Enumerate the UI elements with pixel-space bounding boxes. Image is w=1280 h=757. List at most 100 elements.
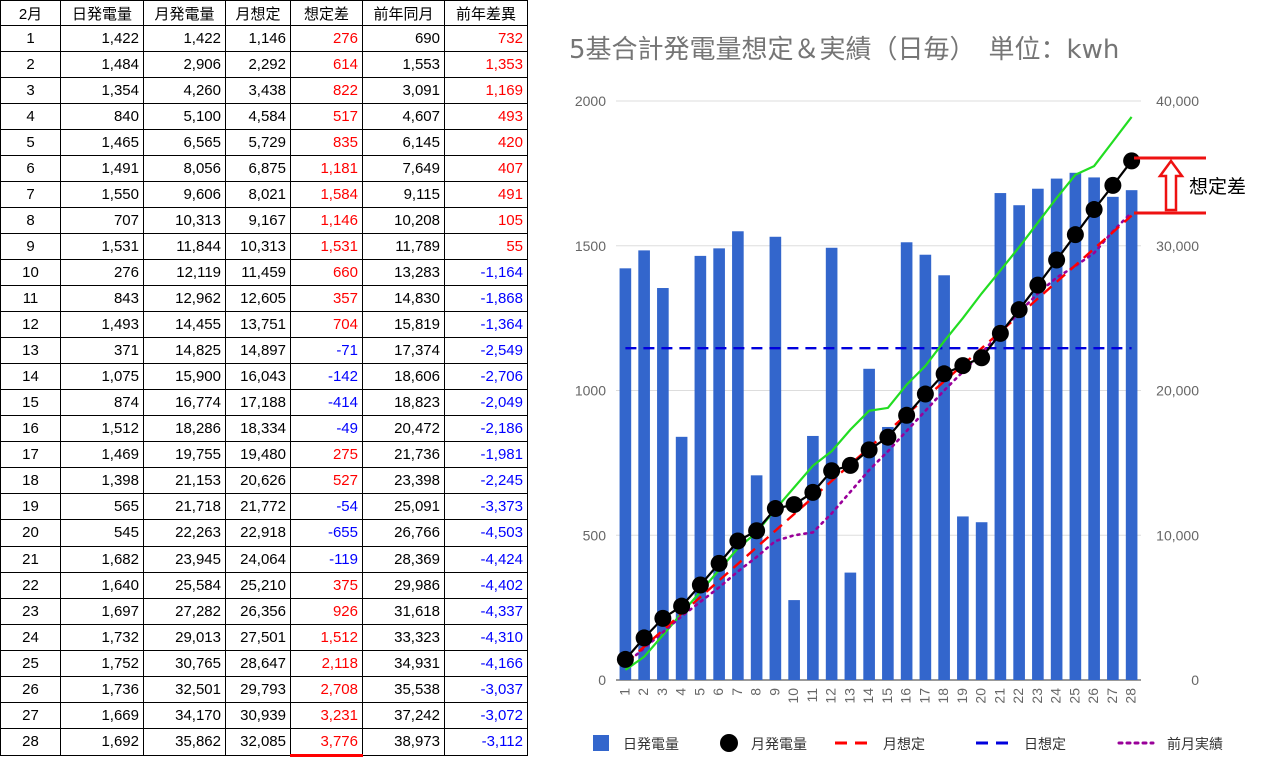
table-cell: 4,607 — [362, 103, 445, 131]
table-cell: 517 — [290, 103, 363, 131]
table-cell: 5,100 — [143, 103, 226, 131]
table-row: 6 1,491 8,056 6,875 1,181 7,649 407 — [0, 155, 528, 183]
table-cell: 1,146 — [290, 207, 363, 235]
bar — [863, 368, 875, 680]
table-cell: 5 — [0, 129, 61, 157]
y-left-tick: 500 — [583, 527, 607, 543]
table-cell: 17,188 — [225, 389, 291, 417]
chart-title: 5基合計発電量想定＆実績（日毎） 単位：kwh — [569, 35, 1119, 65]
table-cell: 407 — [444, 155, 528, 183]
bar — [750, 475, 763, 680]
table-cell: 4 — [0, 103, 61, 131]
x-tick: 13 — [841, 688, 857, 704]
series-point — [673, 597, 691, 615]
table-cell: 21,153 — [143, 467, 226, 495]
x-tick: 5 — [691, 688, 707, 696]
table-cell: 835 — [290, 129, 363, 157]
table-cell: 3,231 — [290, 701, 363, 729]
x-tick: 8 — [748, 688, 764, 696]
bar — [1088, 177, 1100, 681]
table-cell: 1,531 — [290, 233, 363, 261]
y-right-tick: 30,000 — [1156, 238, 1199, 254]
table-cell: -142 — [290, 363, 363, 391]
table-cell: 491 — [444, 181, 528, 209]
table-cell: 732 — [444, 25, 528, 53]
table-cell: 16 — [0, 415, 61, 443]
table-row: 21 1,682 23,945 24,064 -119 28,369 -4,424 — [0, 545, 528, 573]
table-cell: 10,313 — [225, 233, 291, 261]
table-row: 25 1,752 30,765 28,647 2,118 34,931 -4,166 — [0, 649, 528, 677]
table-cell: 20,626 — [225, 467, 291, 495]
series-point — [1104, 176, 1122, 194]
table-cell: -54 — [290, 493, 363, 521]
table-cell: 9,606 — [143, 181, 226, 209]
table-cell: -1,981 — [444, 441, 528, 469]
data-table: 2月 日発電量 月発電量 月想定 想定差 前年同月 前年差異 1 1,422 1,422 1,14… — [0, 0, 528, 757]
x-tick: 15 — [879, 688, 895, 704]
table-cell: 1,531 — [60, 233, 144, 261]
table-cell: 843 — [60, 285, 144, 313]
bar — [1032, 188, 1044, 680]
table-cell: 25,091 — [362, 493, 445, 521]
table-cell: -3,112 — [444, 727, 528, 757]
table-cell: -3,373 — [444, 493, 528, 521]
series-point — [1010, 301, 1028, 319]
table-cell: -655 — [290, 519, 363, 547]
bar — [675, 436, 688, 680]
bar — [938, 275, 950, 680]
table-row: 2 1,484 2,906 2,292 614 1,553 1,353 — [0, 51, 528, 79]
table-cell: 8,021 — [225, 181, 291, 209]
table-cell: 1,697 — [60, 597, 144, 625]
table-cell: 375 — [290, 571, 363, 599]
table-cell: 23,945 — [143, 545, 226, 573]
table-row: 4 840 5,100 4,584 517 4,607 493 — [0, 103, 528, 131]
bar — [619, 268, 632, 680]
table-cell: 357 — [290, 285, 363, 313]
table-cell: 15 — [0, 389, 61, 417]
series-point — [785, 496, 803, 514]
table-row: 20 545 22,263 22,918 -655 26,766 -4,503 — [0, 519, 528, 547]
table-cell: 13,283 — [362, 259, 445, 287]
x-tick: 11 — [804, 688, 820, 703]
table-cell: 24,064 — [225, 545, 291, 573]
table-cell: 22,918 — [225, 519, 291, 547]
x-tick: 16 — [898, 688, 914, 704]
table-cell: 7,649 — [362, 155, 445, 183]
table-cell: 527 — [290, 467, 363, 495]
table-cell: -1,164 — [444, 259, 528, 287]
table-row: 5 1,465 6,565 5,729 835 6,145 420 — [0, 129, 528, 157]
table-cell: 840 — [60, 103, 144, 131]
series-line — [624, 211, 1133, 666]
table-cell: 1,732 — [60, 623, 144, 651]
table-cell: -414 — [290, 389, 363, 417]
series-point — [804, 483, 822, 501]
gap-annotation: 想定差 — [1134, 156, 1246, 215]
series-line — [624, 160, 1133, 661]
table-cell: -119 — [290, 545, 363, 573]
x-tick: 24 — [1048, 688, 1064, 704]
table-cell: 822 — [290, 77, 363, 105]
table-cell: 2 — [0, 51, 61, 79]
series-point — [841, 456, 859, 474]
table-row: 9 1,531 11,844 10,313 1,531 11,789 55 — [0, 233, 528, 261]
table-cell: 1,584 — [290, 181, 363, 209]
table-cell: 276 — [60, 259, 144, 287]
series-point — [748, 522, 766, 540]
table-cell: -3,072 — [444, 701, 528, 729]
table-cell: 19,480 — [225, 441, 291, 469]
table-cell: 32,085 — [225, 727, 291, 757]
table-cell: 16,043 — [225, 363, 291, 391]
bars — [619, 172, 1138, 681]
table-cell: 22 — [0, 571, 61, 599]
table-cell: 420 — [444, 129, 528, 157]
table-cell: 1,752 — [60, 649, 144, 677]
table-cell: 14 — [0, 363, 61, 391]
table-cell: 32,501 — [143, 675, 226, 703]
x-tick: 2 — [635, 688, 651, 696]
series-point — [898, 406, 916, 424]
table-cell: 7 — [0, 181, 61, 209]
x-tick: 22 — [1010, 688, 1026, 704]
x-tick: 4 — [673, 688, 689, 696]
table-cell: 35,862 — [143, 727, 226, 757]
table-cell: 1,692 — [60, 727, 144, 757]
